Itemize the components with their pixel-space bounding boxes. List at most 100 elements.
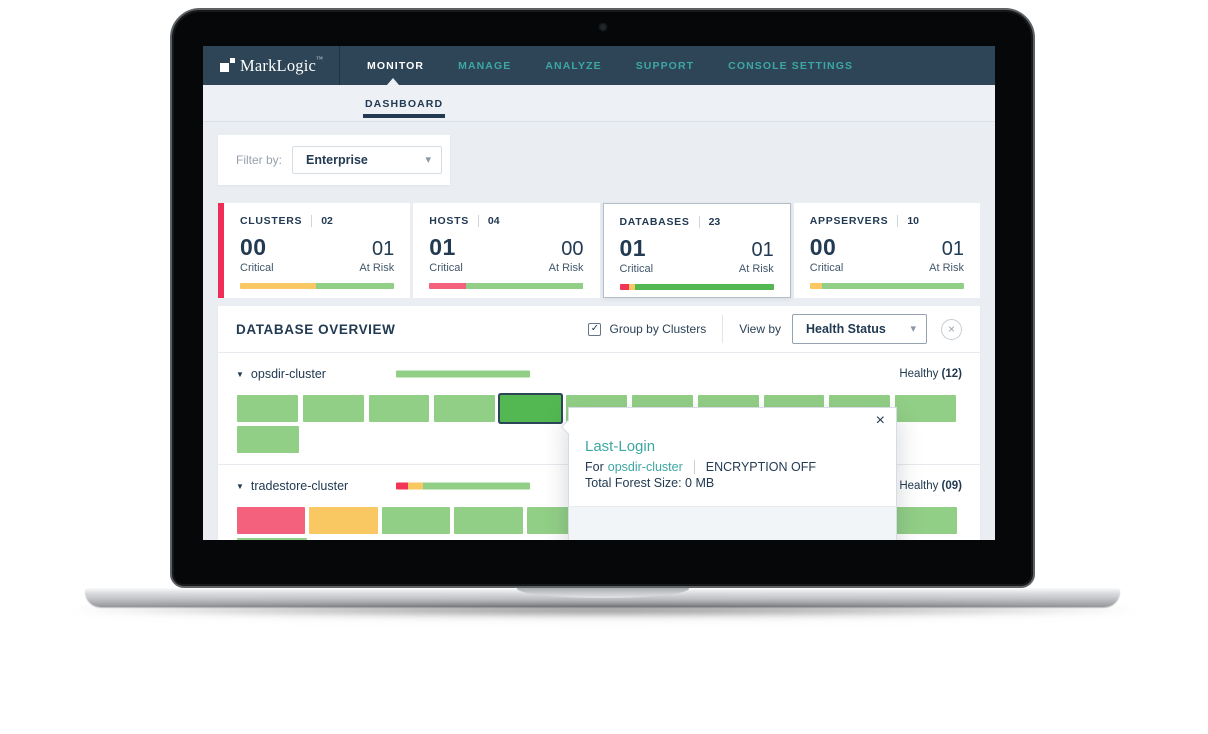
health-bar-segment-green	[315, 283, 395, 289]
cluster-health-status: Healthy (12)	[899, 368, 962, 380]
db-tile-healthy[interactable]	[434, 395, 496, 422]
stat-card-hosts[interactable]: HOSTS 04 01 00 Critical At Risk	[413, 203, 600, 298]
at-risk-label: At Risk	[929, 262, 964, 274]
stat-card-numbers: 00 01	[240, 234, 394, 261]
health-bar	[429, 283, 584, 289]
nav-item-manage[interactable]: MANAGE	[458, 59, 512, 72]
at-risk-label: At Risk	[359, 262, 395, 274]
critical-value: 01	[429, 234, 456, 260]
popup-body: Last-Login For opsdir-cluster ENCRYPTION…	[569, 408, 896, 490]
db-tile-healthy[interactable]	[302, 395, 364, 422]
filter-dropdown-value: Enterprise	[306, 153, 368, 167]
db-tile-healthy[interactable]	[381, 507, 451, 534]
title-count-divider	[698, 216, 700, 228]
view-by-dropdown[interactable]: Health Status ▾	[792, 314, 927, 344]
stat-card-count: 23	[708, 216, 721, 228]
critical-label: Critical	[809, 262, 844, 274]
stat-card-sublabels: Critical At Risk	[240, 262, 394, 274]
tab-dashboard[interactable]: DASHBOARD	[363, 85, 446, 118]
close-icon: ×	[947, 322, 955, 336]
cluster-header[interactable]: ▼ opsdir-cluster Healthy (12)	[218, 353, 980, 395]
marklogic-logo: MarkLogic ™	[203, 46, 340, 85]
overview-controls: ✓ Group by Clusters View by Health Statu…	[588, 314, 962, 344]
stat-card-title: APPSERVERS	[809, 215, 889, 227]
critical-label: Critical	[429, 262, 463, 274]
health-bar-segment-pink	[429, 283, 467, 289]
subnav-bar: DASHBOARD	[203, 85, 995, 122]
db-tile-healthy[interactable]	[237, 426, 299, 453]
popup-cluster-link[interactable]: opsdir-cluster	[607, 460, 683, 474]
stat-card-numbers: 01 01	[620, 235, 774, 262]
group-by-clusters-checkbox[interactable]: ✓	[588, 322, 602, 336]
at-risk-label: At Risk	[738, 263, 774, 275]
trademark-symbol: ™	[316, 55, 323, 63]
db-tile-healthy[interactable]	[237, 538, 307, 540]
health-bar-segment-green-dark	[634, 284, 774, 290]
stat-card-count: 04	[487, 215, 500, 227]
collapse-triangle-icon[interactable]: ▼	[236, 481, 244, 491]
db-tile-selected[interactable]	[500, 395, 562, 422]
chevron-down-icon: ▾	[425, 153, 432, 166]
stat-card-title: HOSTS	[429, 215, 469, 227]
laptop-shadow	[40, 602, 1168, 620]
health-bar-segment-green	[822, 283, 964, 289]
cluster-header[interactable]: ▼ tradestore-cluster Healthy (09)	[218, 465, 980, 507]
db-tile-healthy[interactable]	[237, 395, 298, 422]
health-bar	[809, 283, 964, 289]
stat-card-titlerow: DATABASES 23	[620, 216, 774, 228]
title-count-divider	[897, 215, 899, 227]
title-count-divider	[311, 215, 313, 227]
critical-value: 00	[809, 234, 837, 260]
at-risk-value: 01	[372, 238, 395, 260]
laptop-screen-bezel: MarkLogic ™ MONITOR MANAGE ANALYZE SUPPORT C…	[170, 8, 1035, 588]
at-risk-label: At Risk	[548, 262, 584, 274]
db-tile-healthy[interactable]	[368, 395, 430, 422]
stat-cards-row: CLUSTERS 02 00 01 Critical At Risk HOSTS 04 01 00…	[218, 203, 980, 298]
app-window: MarkLogic ™ MONITOR MANAGE ANALYZE SUPPORT C…	[203, 46, 995, 540]
stat-card-appservers[interactable]: APPSERVERS 10 00 01 Critical At Risk	[793, 203, 980, 298]
popup-close-button[interactable]: ×	[875, 412, 885, 429]
nav-menu: MONITOR MANAGE ANALYZE SUPPORT CONSOLE SETTI…	[367, 46, 887, 85]
nav-item-console-settings[interactable]: CONSOLE SETTINGS	[728, 59, 854, 72]
db-tile-healthy[interactable]	[454, 507, 523, 534]
popup-forest-size: Total Forest Size: 0 MB	[585, 476, 715, 490]
db-tile-atrisk[interactable]	[309, 507, 378, 534]
stat-card-sublabels: Critical At Risk	[429, 262, 583, 274]
clear-view-button[interactable]: ×	[941, 318, 962, 340]
db-tile-healthy[interactable]	[895, 395, 956, 422]
popup-cluster-line: For opsdir-cluster ENCRYPTION OFF	[585, 460, 880, 474]
title-count-divider	[477, 215, 479, 227]
health-count: (09)	[941, 480, 962, 492]
controls-divider	[722, 315, 724, 343]
cluster-name: opsdir-cluster	[250, 367, 326, 381]
overview-header: DATABASE OVERVIEW ✓ Group by Clusters Vi…	[218, 306, 980, 353]
critical-value: 00	[240, 234, 267, 260]
cluster-name: tradestore-cluster	[250, 479, 349, 493]
stat-card-count: 10	[907, 215, 920, 227]
db-tile-critical[interactable]	[237, 507, 306, 534]
group-by-clusters-label: Group by Clusters	[609, 322, 707, 336]
nav-item-support[interactable]: SUPPORT	[635, 59, 695, 72]
minibar-segment-green	[422, 482, 530, 490]
at-risk-value: 01	[941, 238, 964, 260]
stat-card-titlerow: CLUSTERS 02	[240, 215, 394, 227]
laptop-shadow	[78, 604, 1128, 616]
overview-title: DATABASE OVERVIEW	[236, 321, 396, 337]
tile-row	[237, 538, 961, 540]
minibar-segment-red	[396, 482, 409, 490]
health-label: Healthy	[899, 368, 939, 380]
stat-card-title: CLUSTERS	[240, 215, 303, 227]
stat-card-clusters[interactable]: CLUSTERS 02 00 01 Critical At Risk	[218, 203, 411, 298]
stat-card-databases[interactable]: DATABASES 23 01 01 Critical At Risk	[602, 203, 791, 298]
nav-item-analyze[interactable]: ANALYZE	[545, 59, 602, 72]
stat-card-sublabels: Critical At Risk	[810, 262, 964, 274]
db-tile-healthy[interactable]	[888, 507, 958, 534]
popup-line-divider	[693, 460, 695, 474]
collapse-triangle-icon[interactable]: ▼	[236, 369, 244, 379]
popup-encryption-status: ENCRYPTION OFF	[705, 460, 816, 474]
nav-item-monitor[interactable]: MONITOR	[367, 59, 425, 72]
filter-panel: Filter by: Enterprise ▾	[218, 135, 450, 185]
health-bar-segment-green	[466, 283, 584, 289]
filter-dropdown[interactable]: Enterprise ▾	[292, 146, 443, 174]
